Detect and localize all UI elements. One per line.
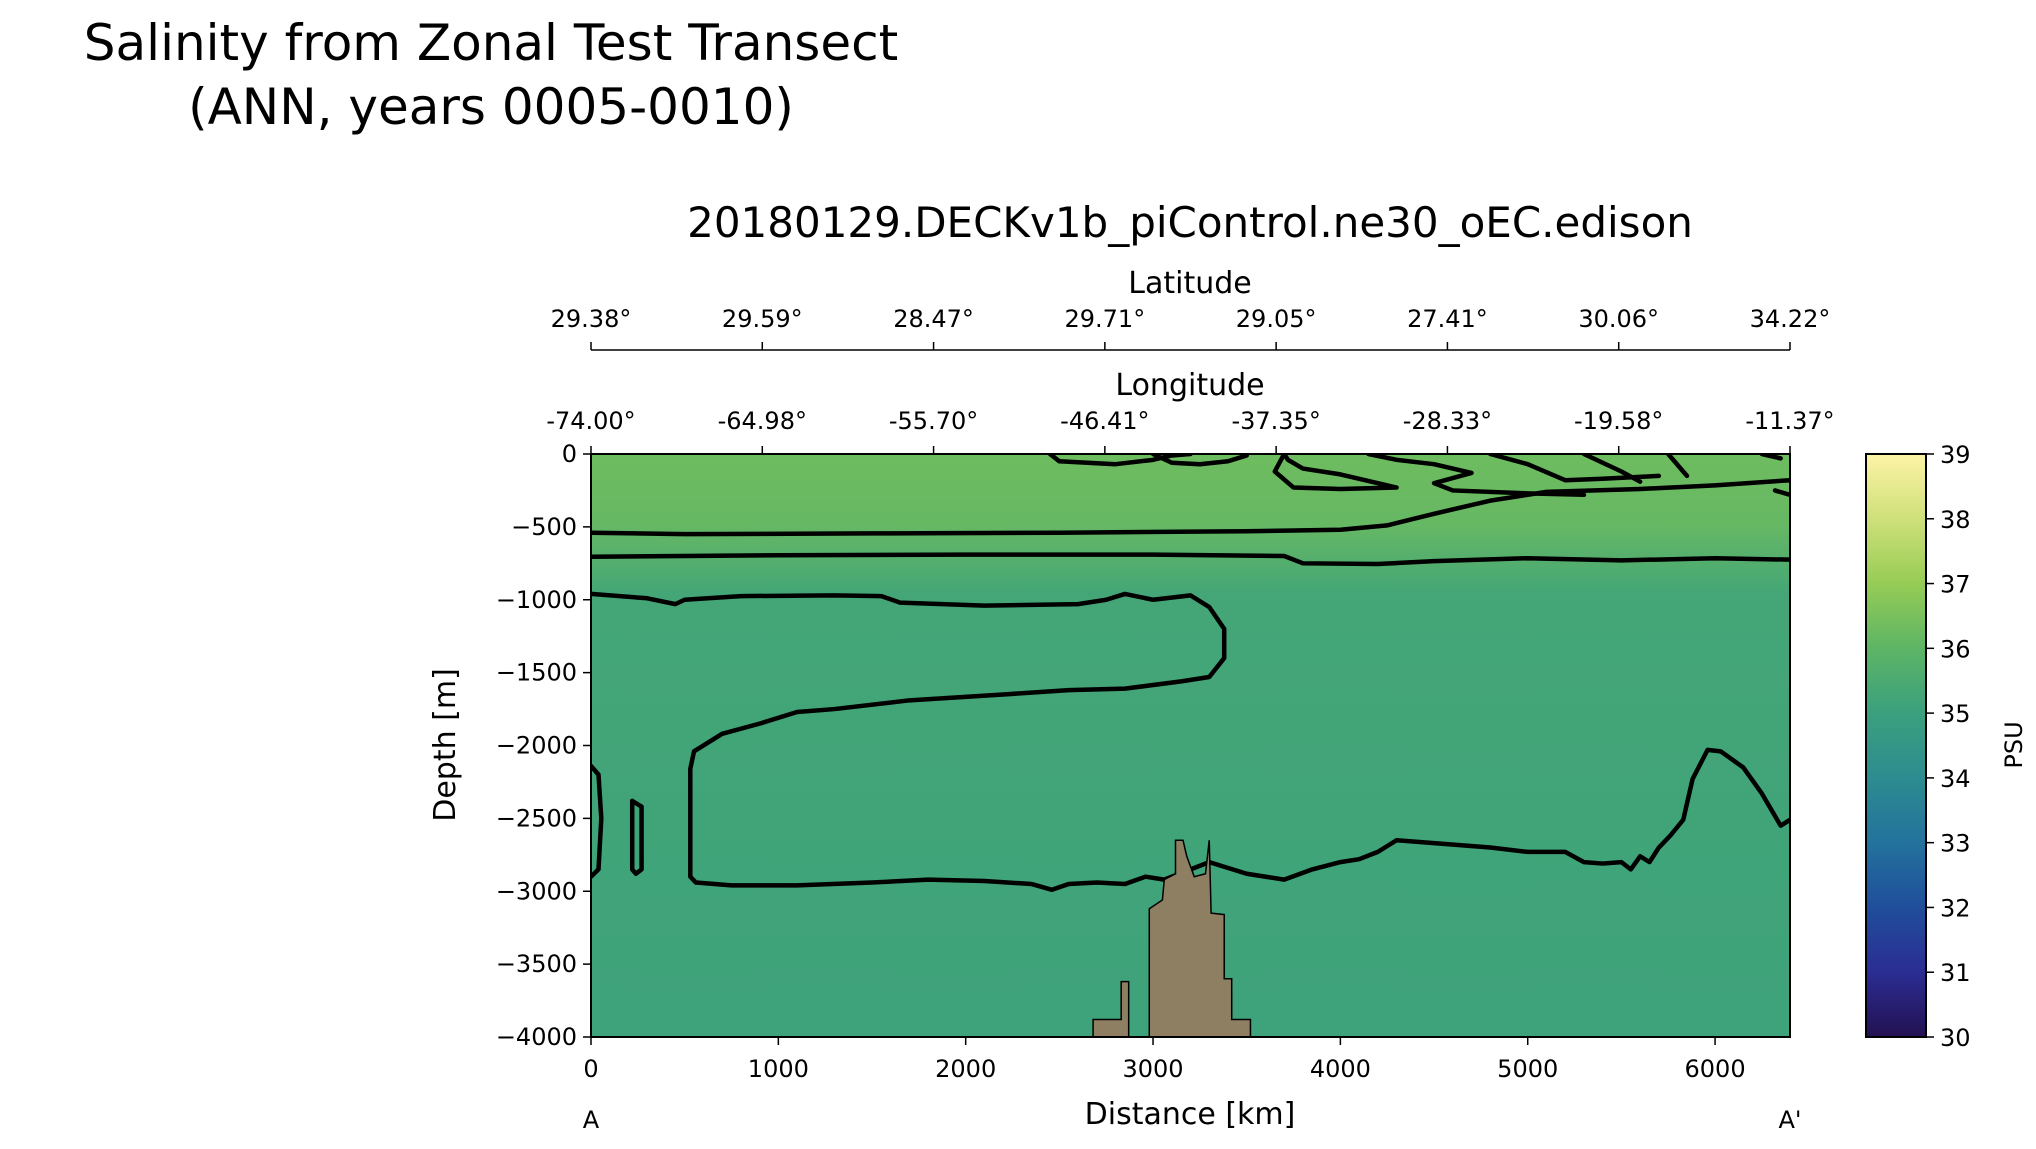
lon-tick-label-0: -74.00° bbox=[546, 407, 635, 435]
x-tick-label-6000: 6000 bbox=[1685, 1055, 1746, 1083]
lat-tick-label-5: 27.41° bbox=[1407, 305, 1488, 333]
x-axis-label: Distance [km] bbox=[1085, 1097, 1296, 1132]
longitude-axis-label: Longitude bbox=[1115, 368, 1264, 403]
lat-tick-label-7: 34.22° bbox=[1750, 305, 1831, 333]
contour-line-8 bbox=[1366, 454, 1587, 498]
latitude-axis: 29.38° 29.59° 28.47° 29.71° 29.05° 27.41° 30.0… bbox=[551, 305, 1831, 351]
y-tick-label-7: −3500 bbox=[496, 950, 577, 978]
contour-line-1 bbox=[591, 552, 1790, 567]
lat-tick-label-1: 29.59° bbox=[722, 305, 803, 333]
cbar-tick-label-36: 36 bbox=[1940, 635, 1971, 663]
chart-title: 20180129.DECKv1b_piControl.ne30_oEC.edis… bbox=[687, 198, 1693, 247]
lon-tick-label-4: -37.35° bbox=[1231, 407, 1320, 435]
lat-tick-label-4: 29.05° bbox=[1236, 305, 1317, 333]
y-tick-label-8: −4000 bbox=[496, 1023, 577, 1051]
contour-line-6 bbox=[1150, 454, 1249, 467]
endpoint-label-end: A' bbox=[1778, 1106, 1801, 1134]
cbar-tick-label-33: 33 bbox=[1940, 830, 1971, 858]
lat-tick-label-6: 30.06° bbox=[1578, 305, 1659, 333]
contour-line-5 bbox=[1047, 454, 1193, 467]
y-tick-label-6: −3000 bbox=[496, 877, 577, 905]
lat-tick-label-3: 29.71° bbox=[1064, 305, 1145, 333]
cbar-tick-label-32: 32 bbox=[1940, 894, 1971, 922]
bathymetry-polygon bbox=[1092, 839, 1252, 1037]
cbar-tick-label-38: 38 bbox=[1940, 506, 1971, 534]
contour-line-9 bbox=[1488, 454, 1662, 483]
cbar-tick-label-30: 30 bbox=[1940, 1024, 1971, 1052]
lat-tick-label-0: 29.38° bbox=[551, 305, 632, 333]
contour-line-10 bbox=[1581, 454, 1643, 484]
longitude-axis: -74.00° -64.98° -55.70° -46.41° -37.35° -28.3… bbox=[546, 407, 1835, 455]
endpoint-label-start: A bbox=[583, 1106, 600, 1134]
colorbar-axis: 30 31 32 33 34 35 36 37 38 39 bbox=[1926, 441, 1971, 1052]
x-tick-label-3000: 3000 bbox=[1122, 1055, 1183, 1083]
figure-suptitle-line2: (ANN, years 0005-0010) bbox=[188, 78, 794, 136]
y-tick-label-3: −1500 bbox=[496, 659, 577, 687]
cbar-tick-label-35: 35 bbox=[1940, 700, 1971, 728]
x-tick-label-2000: 2000 bbox=[935, 1055, 996, 1083]
contour-line-2 bbox=[591, 591, 1790, 893]
lon-tick-label-5: -28.33° bbox=[1403, 407, 1492, 435]
lon-tick-label-7: -11.37° bbox=[1745, 407, 1834, 435]
y-axis: 0 −500 −1000 −1500 −2000 −2500 −3000 −3500 −4000 bbox=[496, 440, 591, 1051]
contour-line-13 bbox=[1772, 488, 1790, 498]
lon-tick-label-3: -46.41° bbox=[1060, 407, 1149, 435]
x-axis: 0 1000 2000 3000 4000 5000 6000 bbox=[583, 1037, 1746, 1083]
x-tick-label-5000: 5000 bbox=[1497, 1055, 1558, 1083]
y-tick-label-5: −2500 bbox=[496, 804, 577, 832]
x-tick-label-4000: 4000 bbox=[1310, 1055, 1371, 1083]
contour-line-7 bbox=[1272, 454, 1399, 492]
x-tick-label-0: 0 bbox=[583, 1055, 598, 1083]
cbar-tick-label-37: 37 bbox=[1940, 571, 1971, 599]
y-tick-label-2: −1000 bbox=[496, 586, 577, 614]
contour-line-3 bbox=[591, 763, 604, 879]
y-axis-label: Depth [m] bbox=[428, 668, 463, 822]
cbar-tick-label-34: 34 bbox=[1940, 765, 1971, 793]
lon-tick-label-2: -55.70° bbox=[889, 407, 978, 435]
lat-tick-label-2: 28.47° bbox=[893, 305, 974, 333]
contour-line-4 bbox=[629, 798, 644, 877]
y-tick-label-0: 0 bbox=[562, 440, 577, 468]
y-tick-label-4: −2000 bbox=[496, 732, 577, 760]
contour-line-11 bbox=[1665, 454, 1690, 479]
cbar-tick-label-31: 31 bbox=[1940, 959, 1971, 987]
y-tick-label-1: −500 bbox=[511, 513, 577, 541]
lon-tick-label-6: -19.58° bbox=[1574, 407, 1663, 435]
figure-suptitle-line1: Salinity from Zonal Test Transect bbox=[84, 14, 898, 72]
x-tick-label-1000: 1000 bbox=[748, 1055, 809, 1083]
cbar-tick-label-39: 39 bbox=[1940, 441, 1971, 469]
plot-area bbox=[591, 454, 1790, 1037]
colorbar bbox=[1865, 453, 1927, 1038]
latitude-axis-label: Latitude bbox=[1128, 266, 1251, 301]
colorbar-label: PSU bbox=[2000, 721, 2028, 768]
contour-lines bbox=[591, 454, 1790, 893]
lon-tick-label-1: -64.98° bbox=[718, 407, 807, 435]
contour-line-0 bbox=[591, 477, 1790, 537]
